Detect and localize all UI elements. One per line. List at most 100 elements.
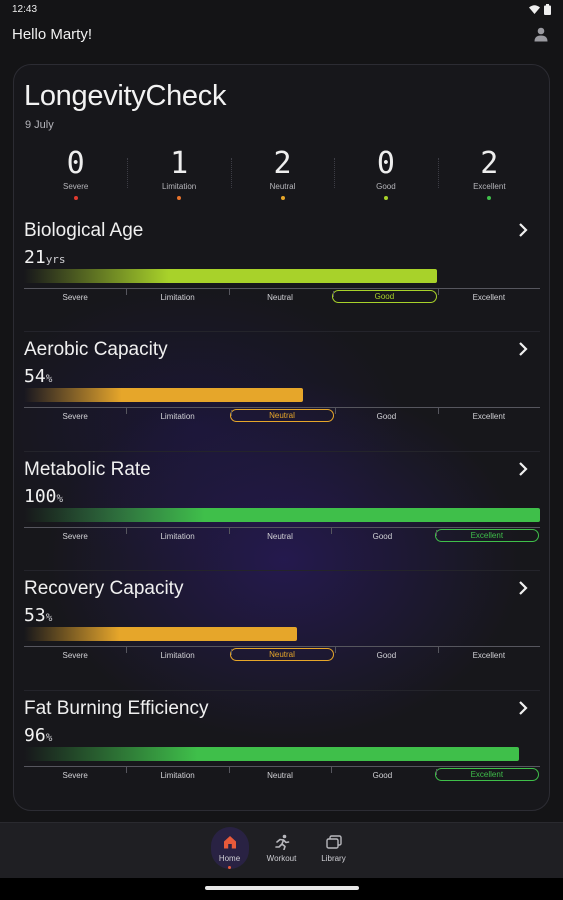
summary-count: 2 (480, 146, 499, 181)
metric-title: Biological Age (24, 220, 144, 241)
rating-scale: Severe Limitation Neutral Good Excellent (24, 767, 540, 783)
system-gesture-bar (0, 878, 563, 900)
metric-value: 100% (24, 486, 63, 507)
metric-value: 96% (24, 725, 52, 746)
scale-axis (24, 407, 540, 408)
greeting-text: Hello Marty! (12, 25, 93, 43)
nav-label: Library (321, 854, 346, 863)
bottom-nav: Home Workout Library (0, 822, 563, 878)
summary-severe: 0 Severe (24, 148, 127, 200)
status-dot (73, 196, 78, 200)
score-bar (24, 388, 540, 402)
card-title: LongevityCheck (24, 80, 227, 112)
metric-unit: yrs (45, 253, 66, 266)
band-label: Good (331, 767, 433, 783)
band-label: Limitation (126, 408, 228, 424)
band-label: Limitation (126, 767, 228, 783)
gesture-handle[interactable] (205, 886, 359, 890)
rating-scale: Severe Limitation Neutral Good Excellent (24, 289, 540, 305)
metric-metabolic-rate[interactable]: Metabolic Rate 100% Severe Limitation Ne… (24, 451, 540, 565)
metric-title: Aerobic Capacity (24, 339, 168, 360)
nav-label: Home (218, 854, 241, 863)
summary-label: Limitation (161, 182, 197, 191)
metric-value: 21yrs (24, 247, 66, 268)
band-label: Neutral (228, 767, 331, 783)
metric-unit: % (56, 492, 64, 505)
library-icon (325, 833, 343, 851)
profile-button[interactable] (531, 24, 551, 44)
band-label: Severe (62, 292, 88, 302)
band-label: Severe (62, 650, 88, 660)
metric-number: 96 (24, 725, 46, 746)
band-label: Good (335, 647, 437, 663)
metric-title: Recovery Capacity (24, 578, 184, 599)
summary-label: Good (376, 182, 396, 191)
score-bar-fill (24, 269, 437, 283)
metric-recovery-capacity[interactable]: Recovery Capacity 53% Severe Limitation … (24, 570, 540, 684)
metric-biological-age[interactable]: Biological Age 21yrs Severe Limitation N… (24, 220, 540, 326)
longevity-check-card: LongevityCheck 9 July 0 Severe 1 Limitat… (13, 64, 550, 811)
scale-axis (24, 766, 540, 767)
status-dot (487, 196, 492, 200)
metric-number: 53 (24, 605, 46, 626)
metric-aerobic-capacity[interactable]: Aerobic Capacity 54% Severe Limitation N… (24, 331, 540, 445)
status-dot (280, 196, 285, 200)
chevron-right-icon[interactable] (515, 699, 531, 717)
band-label: Good (331, 528, 433, 544)
status-time: 12:43 (12, 3, 38, 15)
band-label: Limitation (126, 647, 228, 663)
rating-summary: 0 Severe 1 Limitation 2 Neutral 0 Good 2… (24, 148, 541, 200)
metric-fat-burning-efficiency[interactable]: Fat Burning Efficiency 96% Severe Limita… (24, 690, 540, 804)
summary-limitation: 1 Limitation (127, 148, 230, 200)
runner-icon (273, 833, 291, 851)
status-dot (383, 196, 388, 200)
app-header: Hello Marty! (0, 18, 563, 50)
summary-label: Neutral (269, 182, 296, 191)
metric-number: 21 (24, 247, 46, 268)
row-divider (24, 331, 540, 332)
score-bar-fill (24, 388, 303, 402)
status-bar: 12:43 (0, 0, 563, 18)
band-label: Severe (62, 531, 88, 541)
scale-axis (24, 527, 540, 528)
nav-library[interactable]: Library (312, 823, 356, 878)
nav-home[interactable]: Home (208, 823, 252, 878)
band-label: Excellent (434, 768, 540, 781)
score-bar-fill (24, 747, 520, 761)
metric-title: Fat Burning Efficiency (24, 698, 209, 719)
summary-count: 1 (170, 146, 189, 181)
summary-neutral: 2 Neutral (230, 146, 334, 200)
metric-value: 53% (24, 605, 52, 626)
band-label: Severe (62, 411, 88, 421)
metric-unit: % (45, 731, 53, 744)
active-indicator-dot (228, 866, 231, 869)
band-label: Excellent (437, 647, 540, 663)
rating-scale: Severe Limitation Neutral Good Excellent (24, 408, 540, 424)
chevron-right-icon[interactable] (515, 579, 531, 597)
status-icons (529, 3, 551, 15)
row-divider (24, 570, 540, 571)
scale-axis (24, 646, 540, 647)
nav-workout[interactable]: Workout (260, 823, 304, 878)
wifi-icon (529, 4, 540, 14)
summary-count: 2 (273, 146, 292, 181)
metric-number: 100 (24, 486, 57, 507)
band-label: Limitation (126, 289, 228, 305)
row-divider (24, 690, 540, 691)
chevron-right-icon[interactable] (515, 340, 531, 358)
band-label: Excellent (434, 529, 540, 542)
score-bar (24, 269, 540, 283)
metric-unit: % (45, 372, 53, 385)
score-bar-fill (24, 508, 540, 522)
rating-scale: Severe Limitation Neutral Good Excellent (24, 528, 540, 544)
summary-good: 0 Good (334, 148, 437, 200)
row-divider (24, 451, 540, 452)
chevron-right-icon[interactable] (515, 221, 531, 239)
scale-axis (24, 288, 540, 289)
metric-number: 54 (24, 366, 46, 387)
band-label: Neutral (228, 289, 331, 305)
chevron-right-icon[interactable] (515, 460, 531, 478)
metric-unit: % (45, 611, 53, 624)
score-bar (24, 627, 540, 641)
summary-count: 0 (66, 146, 85, 181)
